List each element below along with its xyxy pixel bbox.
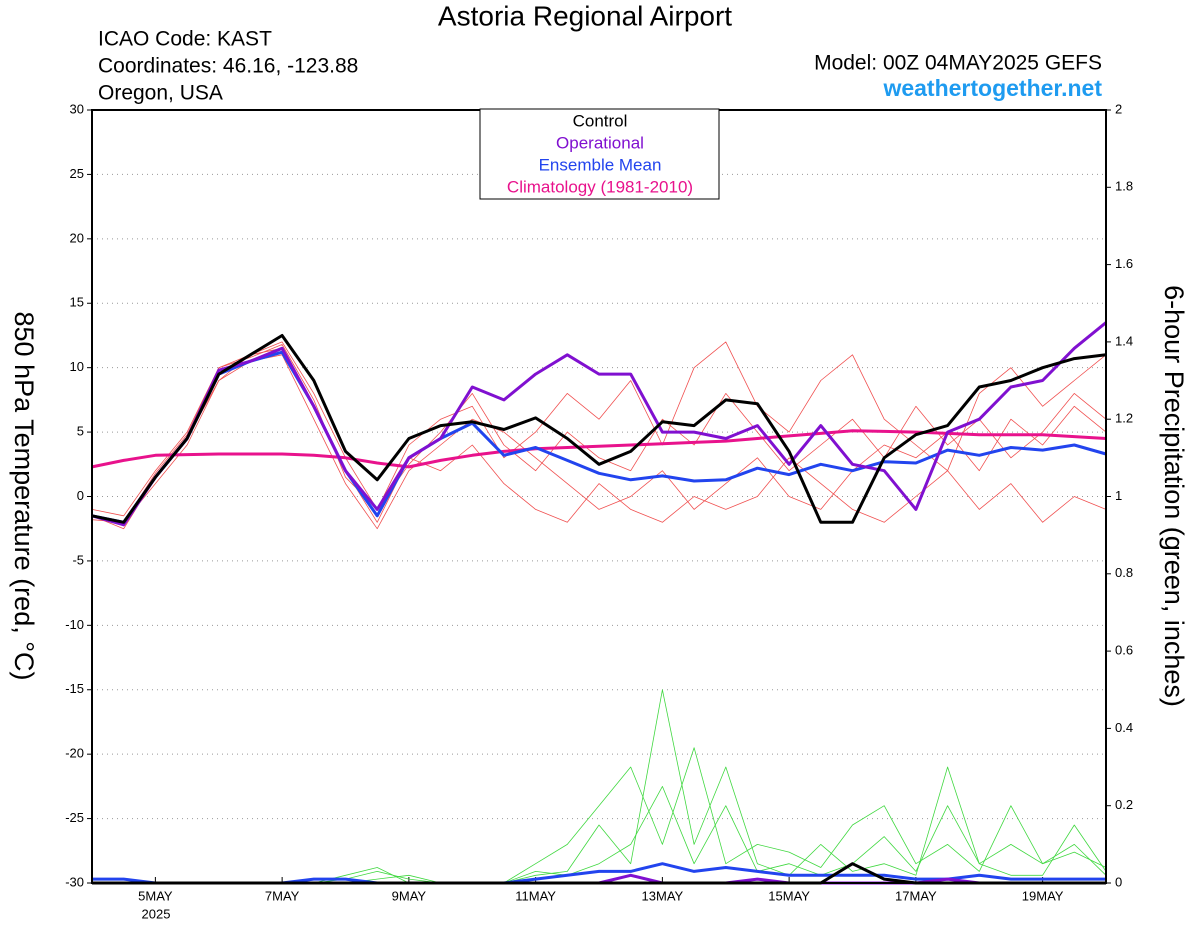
y-tick-label: -25 (65, 810, 84, 825)
legend-box (479, 108, 720, 200)
x-tick-label: 13MAY (642, 888, 684, 903)
y-tick-label: 10 (70, 359, 84, 374)
y2-tick-label: 2 (1115, 101, 1122, 116)
model-label: Model: 00Z 04MAY2025 GEFS (814, 52, 1102, 75)
y2-tick-label: 0.6 (1115, 643, 1133, 658)
precip-line (92, 747, 1107, 884)
y-tick-label: -10 (65, 617, 84, 632)
y-tick-label: 0 (77, 488, 84, 503)
y-tick-label: -20 (65, 746, 84, 761)
x-tick-label: 5MAY (138, 888, 173, 903)
temperature-line (91, 321, 1107, 527)
x-tick-label: 19MAY (1022, 888, 1064, 903)
legend-entry: Control (573, 111, 628, 130)
x-tick-label: 9MAY (392, 888, 427, 903)
y2-tick-label: 0.4 (1115, 720, 1133, 735)
y2-tick-label: 0 (1115, 874, 1122, 889)
y-tick-label: 25 (70, 166, 84, 181)
y2-axis-label: 6-hour Precipitation (green, inches) (1159, 285, 1189, 707)
plot-frame (91, 109, 1107, 884)
y2-tick-label: 1.4 (1115, 333, 1133, 348)
y-tick-label: 5 (77, 424, 84, 439)
y2-tick-label: 0.2 (1115, 797, 1133, 812)
chart-title: Astoria Regional Airport (438, 0, 732, 31)
temperature-line (91, 347, 1107, 530)
y2-tick-label: 0.8 (1115, 565, 1133, 580)
precip-line (92, 689, 1107, 884)
y-axis-label: 850 hPa Temperature (red, °C) (9, 312, 39, 681)
y-tick-label: 30 (70, 101, 84, 116)
y2-tick-label: 1.8 (1115, 179, 1133, 194)
temperature-line (91, 354, 1107, 530)
legend-entry: Operational (556, 133, 644, 152)
y-tick-label: 15 (70, 295, 84, 310)
y-tick-label: -15 (65, 681, 84, 696)
info-line: Coordinates: 46.16, -123.88 (98, 55, 358, 78)
y2-tick-label: 1.2 (1115, 411, 1133, 426)
y-tick-label: -5 (72, 552, 84, 567)
x-tick-label: 11MAY (515, 888, 556, 903)
precip-line (92, 786, 1107, 884)
year-label: 2025 (142, 906, 171, 921)
temperature-line (91, 350, 1107, 524)
y-tick-label: 20 (70, 230, 84, 245)
y2-tick-label: 1 (1115, 488, 1122, 503)
x-tick-label: 7MAY (265, 888, 300, 903)
y-tick-label: -30 (65, 874, 84, 889)
x-tick-label: 15MAY (768, 888, 810, 903)
temperature-line (91, 334, 1107, 524)
site-label: weathertogether.net (882, 75, 1102, 101)
legend-entry: Ensemble Mean (539, 155, 662, 174)
info-line: Oregon, USA (98, 82, 223, 105)
temperature-line (91, 341, 1107, 517)
info-line: ICAO Code: KAST (98, 28, 272, 51)
y2-tick-label: 1.6 (1115, 256, 1133, 271)
legend-entry: Climatology (1981-2010) (507, 177, 693, 196)
temperature-line (91, 429, 1107, 469)
x-tick-label: 17MAY (895, 888, 937, 903)
